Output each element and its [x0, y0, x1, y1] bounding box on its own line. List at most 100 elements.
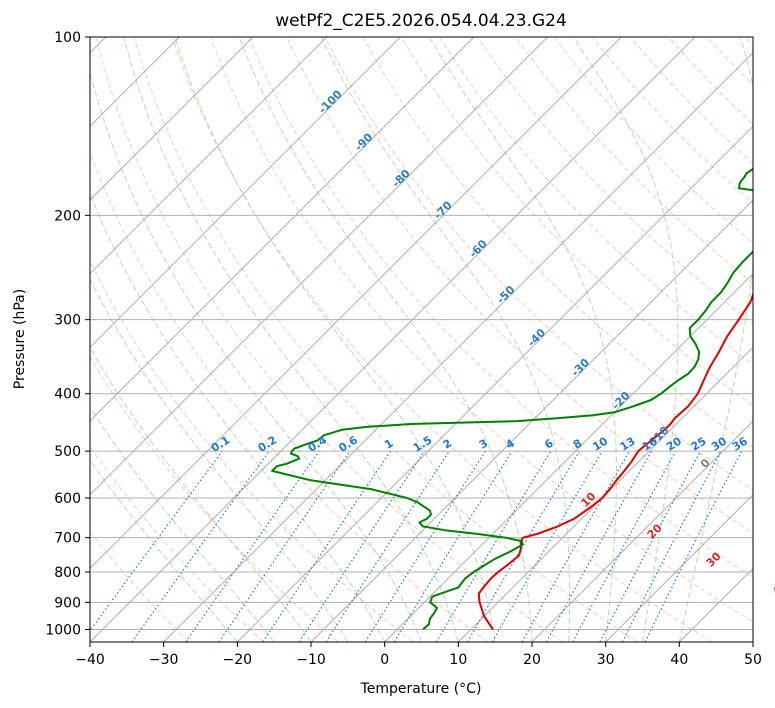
y-tick-label: 100 — [54, 30, 81, 46]
x-tick-label: 40 — [670, 652, 688, 668]
dry-adiabat — [90, 259, 414, 642]
mixing-ratio-line — [466, 450, 580, 642]
dry-adiabat — [516, 37, 753, 284]
y-tick-label: 900 — [54, 595, 81, 611]
moist-adiabat — [90, 70, 422, 642]
isotherm — [163, 51, 753, 642]
dry-adiabat — [592, 37, 753, 204]
temperature-line — [477, 291, 753, 630]
dry-adiabat — [134, 37, 638, 642]
isotherm — [90, 37, 549, 496]
dry-adiabat — [210, 37, 753, 623]
sounding-series — [271, 167, 753, 631]
plot-frame — [89, 36, 754, 643]
moist-adiabat — [572, 37, 679, 642]
mixing-ratio-line — [621, 450, 722, 642]
isotherm — [90, 37, 475, 422]
mixing-ratio-label: 1 — [382, 437, 395, 452]
isotherm — [236, 125, 753, 642]
isotherm — [310, 199, 753, 642]
dewpoint-line — [271, 167, 753, 631]
isotherm-label-warm: 10 — [578, 490, 598, 510]
x-axis-title: Temperature (°C) — [360, 681, 482, 697]
moist-adiabat — [320, 37, 571, 642]
isotherm — [457, 346, 753, 642]
isotherm — [90, 37, 328, 275]
isotherm-label: -30 — [569, 356, 592, 379]
dry-adiabat — [90, 531, 190, 642]
y-tick-label: 300 — [54, 313, 81, 329]
x-axis: −40 −30 −20 −10 0 10 20 30 40 50 — [75, 642, 762, 668]
y-axis-title: Pressure (hPa) — [12, 289, 28, 389]
x-tick-label: 50 — [744, 652, 762, 668]
mixing-ratio-line — [90, 450, 223, 632]
isotherm-label: -20 — [609, 389, 632, 412]
x-tick-label: −40 — [75, 652, 105, 668]
moist-adiabat — [678, 37, 753, 642]
y-tick-label: 800 — [54, 565, 81, 581]
line-labels: 0.1 0.2 0.4 0.6 1 1.5 2 3 4 6 8 10 13 16 20 25 30 36-100-… — [209, 87, 775, 598]
moist-adiabat — [123, 37, 459, 642]
y-tick-label: 1000 — [45, 622, 81, 638]
y-tick-label: 500 — [54, 444, 81, 460]
moist-adiabat — [90, 192, 386, 642]
pressure-grid — [90, 37, 753, 630]
moist-adiabat — [238, 37, 533, 642]
dry-adiabat — [668, 37, 753, 125]
mixing-ratio-line — [325, 450, 450, 642]
x-tick-label: 10 — [449, 652, 467, 668]
moist-adiabat — [90, 406, 275, 642]
isotherm-label-warm: 30 — [704, 549, 724, 569]
isotherm-label: -70 — [431, 198, 454, 221]
isotherm — [90, 37, 622, 570]
dry-adiabat — [90, 356, 339, 642]
dry-adiabat — [325, 37, 753, 491]
mixing-ratio-line — [131, 450, 270, 642]
mixing-ratio-label: 2 — [441, 437, 454, 452]
chart-title: wetPf2_C2E5.2026.054.04.23.G24 — [275, 11, 567, 31]
isotherm-label: -100 — [316, 87, 345, 116]
isotherm-label: -50 — [494, 283, 517, 306]
x-tick-label: −10 — [296, 652, 326, 668]
isotherm — [90, 37, 401, 349]
dry-adiabat — [477, 37, 753, 325]
y-tick-label: 700 — [54, 531, 81, 547]
mixing-ratio-line — [572, 450, 677, 642]
moist-adiabat — [174, 37, 496, 642]
isotherm-label: -60 — [467, 237, 490, 260]
isotherm-label: -90 — [352, 130, 375, 153]
isotherm — [90, 37, 696, 642]
mixing-ratio-line — [218, 450, 351, 642]
mixing-ratio-label: 4 — [503, 436, 517, 451]
background-lines — [90, 37, 753, 642]
isotherm-label-warm: 40 — [770, 578, 775, 598]
isotherm-label-warm: 20 — [645, 521, 665, 541]
moist-adiabat — [90, 278, 349, 642]
y-tick-label: 200 — [54, 208, 81, 224]
y-tick-label: 600 — [54, 491, 81, 507]
dry-adiabat — [286, 37, 753, 534]
dry-adiabat — [90, 445, 264, 642]
mixing-ratio-line — [435, 450, 552, 642]
mixing-ratio-line — [262, 450, 392, 642]
x-tick-label: −20 — [223, 652, 253, 668]
dry-adiabat — [172, 37, 712, 642]
isotherm — [531, 420, 753, 642]
dry-adiabat — [363, 37, 753, 449]
mixing-ratio-line — [298, 450, 425, 642]
dry-adiabat — [95, 37, 563, 642]
dry-adiabat — [401, 37, 753, 407]
mixing-ratio-line — [185, 450, 320, 642]
y-axis: 1000 900 800 700 600 500 400 300 200 100 — [45, 30, 90, 638]
mixing-ratio-line — [644, 450, 743, 642]
moist-adiabat — [428, 37, 617, 642]
x-tick-label: −30 — [149, 652, 179, 668]
mixing-ratio-label: 6 — [542, 436, 556, 451]
mixing-ratio-line — [393, 450, 513, 642]
dry-adiabat — [90, 150, 488, 642]
dry-adiabat — [707, 37, 753, 86]
x-tick-label: 30 — [597, 652, 615, 668]
isotherm — [752, 641, 753, 642]
isotherm — [90, 37, 254, 201]
